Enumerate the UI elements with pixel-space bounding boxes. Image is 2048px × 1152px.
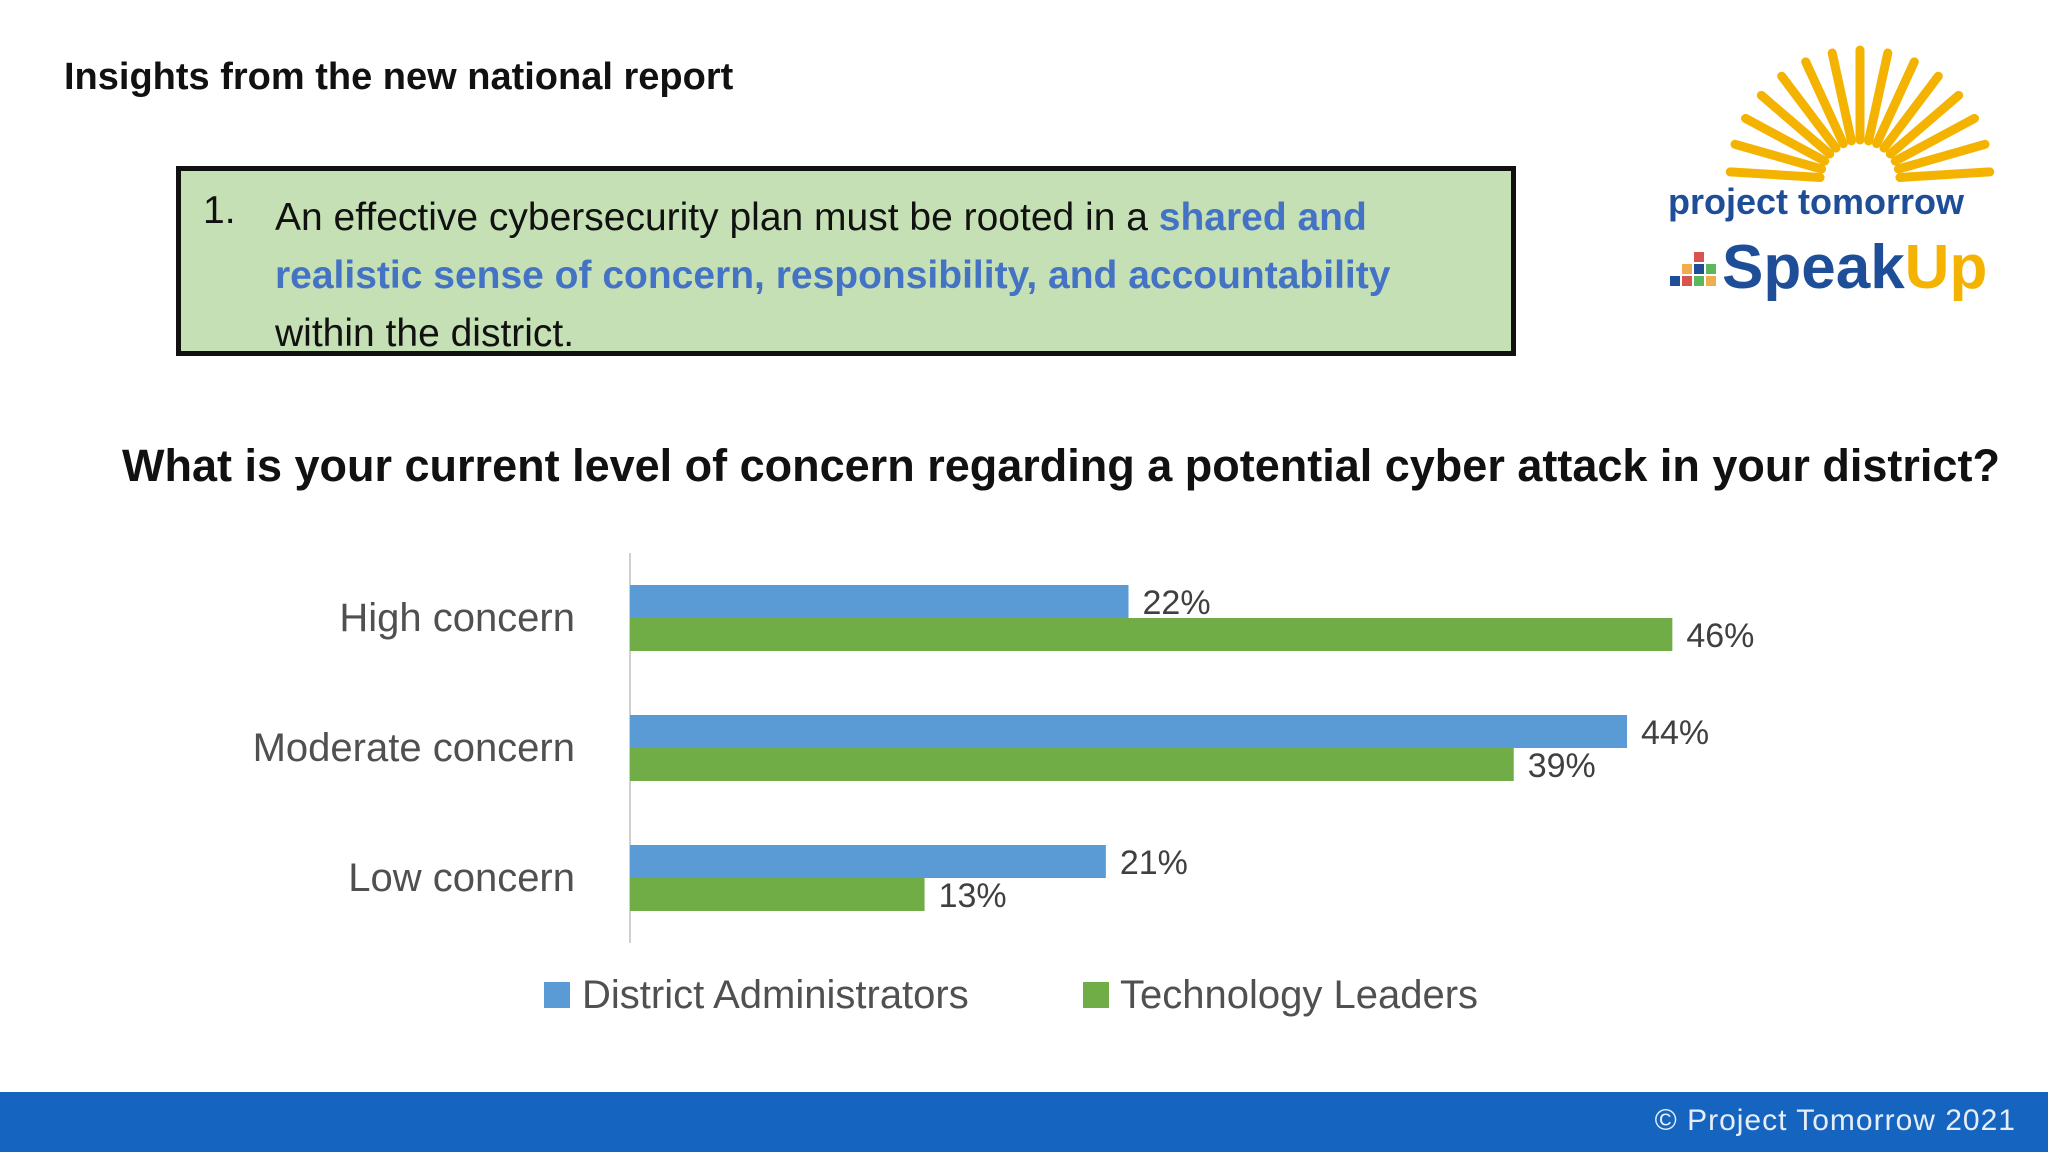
data-label: 39% <box>1528 747 1596 785</box>
bar-tech-leader <box>630 878 925 911</box>
legend-label-district-admin: District Administrators <box>582 973 969 1017</box>
logo-squares-icon <box>1670 252 1716 286</box>
insight-text-end: within the district. <box>275 312 575 355</box>
data-label: 22% <box>1143 584 1211 622</box>
concern-bar-chart: High concern 22% 46% Moderate concern 44% 39%… <box>253 553 1754 1017</box>
data-label: 21% <box>1120 844 1188 882</box>
insight-text: An effective cybersecurity plan must be … <box>275 189 1475 363</box>
category-label: Low concern <box>348 856 575 900</box>
page-title: Insights from the new national report <box>64 56 734 98</box>
legend-swatch-tech-leader <box>1083 982 1109 1008</box>
bar-tech-leader <box>630 618 1673 651</box>
insight-number: 1. <box>203 189 236 232</box>
insight-text-start: An effective cybersecurity plan must be … <box>275 196 1159 239</box>
category-label: Moderate concern <box>253 726 575 770</box>
bar-district-admin <box>630 585 1129 618</box>
bar-tech-leader <box>630 748 1514 781</box>
footer-bar: © Project Tomorrow 2021 <box>0 1092 2048 1152</box>
key-insight-callout: 1. An effective cybersecurity plan must … <box>176 166 1516 356</box>
data-label: 13% <box>939 877 1007 915</box>
logo-tagline: project tomorrow <box>1668 181 1965 222</box>
legend-label-tech-leader: Technology Leaders <box>1120 973 1478 1017</box>
logo-wordmark: SpeakUp <box>1722 233 1987 302</box>
bar-district-admin <box>630 845 1106 878</box>
data-label: 46% <box>1686 617 1754 655</box>
chart-question: What is your current level of concern re… <box>122 440 2000 491</box>
category-label: High concern <box>339 596 575 640</box>
sunrise-icon <box>1725 45 1995 182</box>
insight-highlight: shared and realistic sense of concern, r… <box>275 196 1391 297</box>
data-label: 44% <box>1641 714 1709 752</box>
copyright-text: © Project Tomorrow 2021 <box>1654 1104 2016 1137</box>
speakup-logo: project tomorrow SpeakUp <box>1668 45 1995 302</box>
bar-district-admin <box>630 715 1628 748</box>
legend-swatch-district-admin <box>544 982 570 1008</box>
